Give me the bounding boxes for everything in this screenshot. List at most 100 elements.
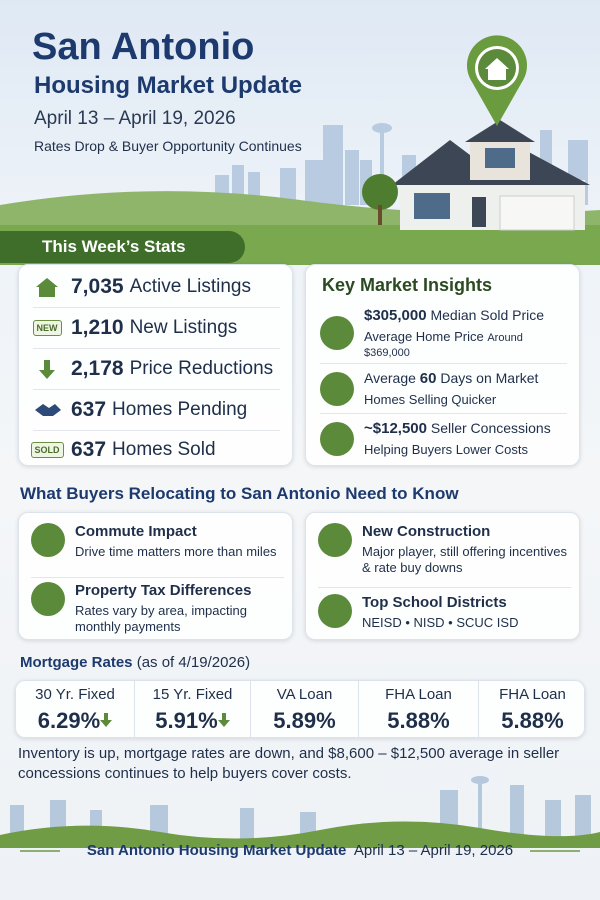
rate: 15 Yr. Fixed 5.91% bbox=[134, 681, 250, 737]
insights-title: Key Market Insights bbox=[322, 275, 493, 295]
stat-value: 1,210 bbox=[71, 316, 124, 339]
buyers-title: What Buyers Relocating to San Antonio Ne… bbox=[20, 484, 459, 503]
mortgage-title: Mortgage Rates bbox=[20, 654, 133, 671]
rate-value: 6.29% bbox=[16, 708, 134, 734]
insight: $305,000 Median Sold Price Average Home P… bbox=[320, 307, 567, 359]
icon bbox=[320, 421, 354, 456]
rate-value: 5.89% bbox=[251, 708, 358, 734]
stat-row: NEW 1,210 New Listings bbox=[32, 308, 280, 349]
icon bbox=[318, 523, 352, 557]
rate: VA Loan 5.89% bbox=[250, 681, 358, 737]
footer-title: San Antonio Housing Market Update bbox=[86, 842, 347, 859]
stats-card: 7,035 Active Listings NEW 1,210 New Listing… bbox=[18, 264, 293, 466]
insights-card: Key Market Insights $305,000 Median Sold… bbox=[305, 264, 580, 466]
rate: 30 Yr. Fixed 6.29% bbox=[16, 681, 134, 737]
buyers-card: Commute Impact Drive time matters more th… bbox=[18, 512, 293, 640]
summary: Inventory is up, mortgage rates are down… bbox=[18, 745, 560, 782]
stat-value: 7,035 bbox=[71, 275, 124, 298]
rate-number: 5.91% bbox=[155, 708, 218, 733]
insight-note: Helping Buyers Lower Costs bbox=[364, 442, 529, 457]
rate-value: 5.88% bbox=[479, 708, 586, 734]
insight-value: 60 bbox=[419, 370, 437, 387]
stat-value: 2,178 bbox=[71, 357, 124, 380]
insight-label: Days on Market bbox=[440, 370, 539, 386]
subtitle: Housing Market Update bbox=[34, 72, 303, 99]
stat-label: Price Reductions bbox=[129, 358, 274, 379]
stat-label: New Listings bbox=[129, 317, 238, 338]
down-arrow bbox=[217, 713, 230, 727]
item-title: Property Tax Differences bbox=[75, 582, 252, 599]
stat-row: SOLD 637 Homes Sold bbox=[30, 429, 280, 470]
buyer-item: Top School Districts NEISD • NISD • SCUC … bbox=[318, 587, 571, 631]
buyer-item: Property Tax Differences Rates vary by ar… bbox=[31, 577, 284, 635]
stat-row: 637 Homes Pending bbox=[33, 390, 280, 431]
buyer-item: Commute Impact Drive time matters more th… bbox=[31, 523, 284, 560]
item-text: Drive time matters more than miles bbox=[75, 544, 277, 559]
item-title: New Construction bbox=[362, 523, 491, 540]
icon bbox=[33, 401, 61, 419]
icon bbox=[33, 358, 61, 380]
rate: FHA Loan 5.88% bbox=[358, 681, 478, 737]
icon bbox=[31, 523, 65, 557]
item-title: Commute Impact bbox=[75, 523, 197, 540]
rate-number: 5.88% bbox=[501, 708, 564, 733]
rate-label: 30 Yr. Fixed bbox=[35, 686, 115, 703]
rate-label: FHA Loan bbox=[499, 686, 566, 703]
icon bbox=[33, 276, 61, 298]
stat-value: 637 bbox=[71, 398, 107, 421]
tree-trunk bbox=[378, 205, 382, 225]
dates: April 13 – April 19, 2026 bbox=[34, 108, 236, 129]
insight-note-small: Around $369,000 bbox=[364, 332, 523, 359]
badge: SOLD bbox=[30, 441, 64, 458]
icon bbox=[31, 582, 65, 616]
stats-banner: This Week’s Stats bbox=[0, 231, 245, 263]
rate-label: 15 Yr. Fixed bbox=[152, 686, 233, 703]
item-text: Rates vary by area, impacting monthly pa… bbox=[75, 603, 247, 634]
stat-label: Homes Sold bbox=[112, 438, 216, 460]
item-text: Major player, still offering incentives … bbox=[362, 544, 567, 575]
down-arrow bbox=[100, 713, 113, 727]
footer: San Antonio Housing Market Update April … bbox=[0, 842, 600, 859]
insight-value: ~$12,500 bbox=[364, 420, 427, 437]
stat-row: 2,178 Price Reductions bbox=[33, 349, 280, 390]
mortgage-note: (as of 4/19/2026) bbox=[136, 654, 251, 671]
location-pin bbox=[466, 35, 527, 126]
insight: ~$12,500 Seller Concessions Helping Buyer… bbox=[320, 413, 567, 457]
buyer-item: New Construction Major player, still offe… bbox=[318, 523, 571, 576]
rate-number: 5.88% bbox=[387, 708, 450, 733]
badge: NEW bbox=[32, 320, 62, 336]
trees-bottom bbox=[0, 821, 600, 848]
icon bbox=[320, 371, 354, 406]
item-title: Top School Districts bbox=[362, 594, 507, 611]
stat-label: Active Listings bbox=[129, 276, 252, 297]
icon bbox=[320, 316, 354, 350]
stat-label: Homes Pending bbox=[112, 399, 248, 420]
insight-value: $305,000 bbox=[364, 307, 427, 324]
insight-prefix: Average bbox=[364, 370, 416, 386]
rate-number: 6.29% bbox=[37, 708, 101, 733]
icon bbox=[318, 594, 352, 628]
item-text: NEISD • NISD • SCUC ISD bbox=[362, 615, 519, 630]
footer-dates: April 13 – April 19, 2026 bbox=[353, 842, 514, 859]
tagline: Rates Drop & Buyer Opportunity Continues bbox=[34, 138, 302, 154]
house bbox=[392, 120, 590, 231]
buyers-card: New Construction Major player, still offe… bbox=[305, 512, 580, 640]
tree bbox=[362, 174, 398, 210]
rate-label: VA Loan bbox=[276, 686, 333, 703]
rate-value: 5.88% bbox=[359, 708, 478, 734]
rate: FHA Loan 5.88% bbox=[478, 681, 586, 737]
rate-number: 5.89% bbox=[273, 708, 336, 733]
insight-note: Homes Selling Quicker bbox=[364, 392, 497, 407]
mortgage-heading: Mortgage Rates (as of 4/19/2026) bbox=[20, 654, 250, 671]
insight-note: Average Home Price bbox=[364, 329, 484, 344]
insight: Average 60 Days on Market Homes Selling Q… bbox=[320, 363, 567, 407]
rates-card: 30 Yr. Fixed 6.29% 15 Yr. Fixed 5.91% VA Loa… bbox=[15, 680, 585, 738]
rate-label: FHA Loan bbox=[385, 686, 452, 703]
insight-label: Median Sold Price bbox=[430, 307, 545, 323]
stat-row: 7,035 Active Listings bbox=[33, 267, 280, 308]
stat-value: 637 bbox=[71, 437, 107, 461]
insight-label: Seller Concessions bbox=[430, 420, 551, 436]
